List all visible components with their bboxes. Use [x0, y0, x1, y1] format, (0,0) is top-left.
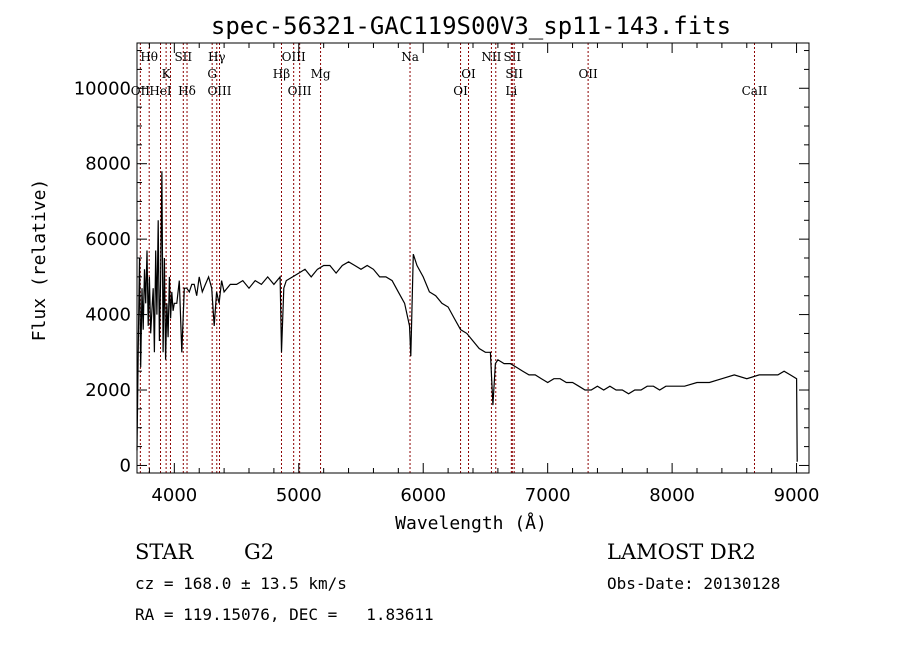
- y-tick-label: 8000: [85, 154, 131, 175]
- line-marker-label: CaII: [742, 84, 768, 98]
- line-marker-label: SII: [503, 50, 521, 64]
- x-tick-label: 6000: [400, 485, 446, 506]
- spectral-line-markers: OIIHθHeIKSIIHδGHγOIIIHβOIIIOIIIMgNaOIOIN…: [131, 43, 768, 473]
- object-type: STAR: [135, 540, 194, 564]
- line-marker-label: SII: [505, 67, 523, 81]
- line-marker-label: OII: [131, 84, 151, 98]
- line-marker-label: Li: [505, 84, 517, 98]
- redshift-value: cz = 168.0 ± 13.5 km/s: [135, 574, 347, 593]
- line-marker-label: OI: [453, 84, 468, 98]
- y-axis-label: Flux (relative): [29, 179, 50, 342]
- line-marker-label: G: [207, 67, 217, 81]
- line-marker-label: OIII: [282, 50, 306, 64]
- line-marker-label: Mg: [311, 67, 331, 81]
- chart-title: spec-56321-GAC119S00V3_sp11-143.fits: [211, 12, 731, 40]
- line-marker-label: OI: [461, 67, 476, 81]
- axes: 4000 5000 6000 7000 8000 9000 0 2000 4000 6000 800…: [74, 43, 820, 506]
- x-tick-label: 9000: [774, 485, 820, 506]
- coordinates: RA = 119.15076, DEC = 1.83611: [135, 605, 434, 624]
- line-marker-label: OIII: [207, 84, 231, 98]
- x-axis-label: Wavelength (Å): [395, 512, 547, 534]
- y-tick-label: 10000: [74, 78, 131, 99]
- spectrum-line: [136, 171, 798, 462]
- y-tick-label: 4000: [85, 305, 131, 326]
- x-tick-label: 5000: [276, 485, 322, 506]
- line-marker-label: HeI: [149, 84, 172, 98]
- survey-name: LAMOST DR2: [607, 540, 756, 564]
- obs-date: Obs-Date: 20130128: [607, 574, 781, 593]
- line-marker-label: Hγ: [208, 50, 226, 64]
- line-marker-label: Hδ: [178, 84, 196, 98]
- y-tick-label: 0: [120, 455, 131, 476]
- line-marker-label: OII: [578, 67, 598, 81]
- x-tick-label: 8000: [649, 485, 695, 506]
- line-marker-label: OIII: [288, 84, 312, 98]
- line-marker-label: Hβ: [273, 67, 290, 81]
- plot-frame: [136, 42, 810, 474]
- line-marker-label: Hθ: [140, 50, 158, 64]
- line-marker-label: K: [162, 67, 172, 81]
- y-tick-label: 2000: [85, 380, 131, 401]
- object-subclass: G2: [244, 540, 275, 564]
- x-tick-label: 7000: [525, 485, 571, 506]
- y-tick-label: 6000: [85, 229, 131, 250]
- line-marker-label: Na: [401, 50, 419, 64]
- line-marker-label: SII: [174, 50, 192, 64]
- line-marker-label: NII: [481, 50, 501, 64]
- x-tick-label: 4000: [151, 485, 197, 506]
